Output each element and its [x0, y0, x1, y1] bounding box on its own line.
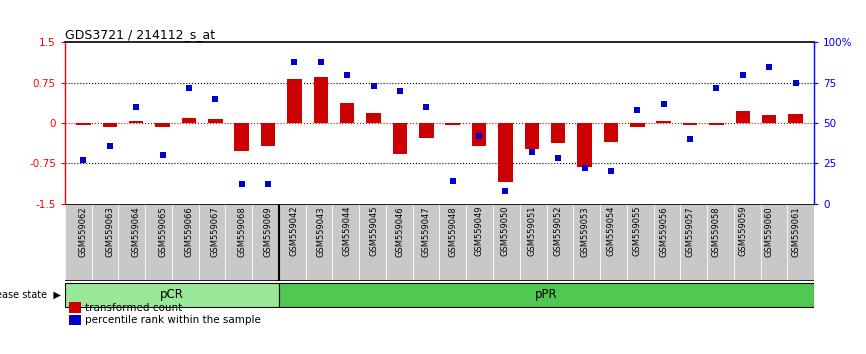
Bar — [419, 123, 434, 138]
Text: GSM559053: GSM559053 — [580, 206, 589, 257]
Point — [604, 169, 617, 174]
Text: GSM559065: GSM559065 — [158, 206, 167, 257]
Point — [129, 104, 143, 110]
Text: GSM559066: GSM559066 — [184, 206, 193, 257]
Text: GSM559057: GSM559057 — [686, 206, 695, 257]
Point — [182, 85, 196, 90]
Text: GSM559046: GSM559046 — [396, 206, 404, 257]
Point — [313, 59, 327, 65]
Point — [762, 64, 776, 69]
Bar — [788, 114, 803, 123]
Text: GSM559055: GSM559055 — [633, 206, 642, 256]
Bar — [279, 283, 814, 307]
Point — [789, 80, 803, 86]
Text: GSM559047: GSM559047 — [422, 206, 430, 257]
Text: GSM559049: GSM559049 — [475, 206, 483, 256]
Text: GSM559044: GSM559044 — [343, 206, 352, 256]
Bar — [261, 123, 275, 145]
Point — [156, 152, 170, 158]
Bar — [182, 118, 197, 123]
Point — [393, 88, 407, 93]
Bar — [551, 123, 565, 143]
Point — [76, 157, 90, 163]
Bar — [155, 123, 170, 127]
Text: GSM559048: GSM559048 — [449, 206, 457, 257]
Text: GSM559052: GSM559052 — [553, 206, 563, 256]
Bar — [762, 115, 777, 123]
Bar — [604, 123, 618, 142]
Text: GSM559061: GSM559061 — [791, 206, 800, 257]
Bar — [366, 113, 381, 123]
Bar — [65, 283, 279, 307]
Text: GSM559050: GSM559050 — [501, 206, 510, 256]
Bar — [208, 119, 223, 123]
Bar — [313, 77, 328, 123]
Point — [709, 85, 723, 90]
Bar — [525, 123, 539, 149]
Text: GSM559043: GSM559043 — [316, 206, 326, 257]
Bar — [709, 123, 724, 125]
Text: GSM559067: GSM559067 — [210, 206, 220, 257]
Point — [656, 101, 670, 107]
Bar — [235, 123, 249, 151]
Point — [683, 136, 697, 142]
Point — [525, 149, 539, 155]
Point — [235, 181, 249, 187]
Point — [446, 178, 460, 184]
Text: GSM559064: GSM559064 — [132, 206, 140, 257]
Bar — [445, 123, 460, 125]
Bar — [102, 123, 117, 127]
Text: transformed count: transformed count — [85, 303, 182, 313]
Point — [262, 181, 275, 187]
Bar — [498, 123, 513, 182]
Point — [578, 165, 591, 171]
Text: GSM559062: GSM559062 — [79, 206, 88, 257]
Text: GSM559059: GSM559059 — [739, 206, 747, 256]
Text: percentile rank within the sample: percentile rank within the sample — [85, 315, 261, 325]
Bar — [472, 123, 487, 145]
Bar — [735, 111, 750, 123]
Text: pCR: pCR — [160, 288, 184, 301]
Text: GSM559042: GSM559042 — [290, 206, 299, 256]
Bar — [340, 103, 354, 123]
Point — [499, 188, 513, 194]
Text: GSM559051: GSM559051 — [527, 206, 536, 256]
Text: GSM559054: GSM559054 — [606, 206, 616, 256]
Text: GSM559058: GSM559058 — [712, 206, 721, 257]
Point — [552, 156, 565, 161]
Text: GDS3721 / 214112_s_at: GDS3721 / 214112_s_at — [65, 28, 215, 41]
Text: GSM559069: GSM559069 — [263, 206, 273, 257]
Bar — [76, 123, 91, 125]
Point — [209, 96, 223, 102]
Bar — [129, 121, 144, 123]
Point — [630, 107, 644, 113]
Bar — [578, 123, 591, 167]
Text: GSM559068: GSM559068 — [237, 206, 246, 257]
Text: disease state  ▶: disease state ▶ — [0, 290, 61, 300]
Bar — [630, 123, 644, 127]
Bar — [392, 123, 407, 154]
Bar — [656, 121, 671, 123]
Text: GSM559045: GSM559045 — [369, 206, 378, 256]
Bar — [682, 123, 697, 125]
Text: GSM559060: GSM559060 — [765, 206, 773, 257]
Text: GSM559056: GSM559056 — [659, 206, 669, 257]
Text: pPR: pPR — [535, 288, 558, 301]
Text: GSM559063: GSM559063 — [106, 206, 114, 257]
Point — [419, 104, 433, 110]
Point — [288, 59, 301, 65]
Point — [340, 72, 354, 78]
Bar — [288, 79, 301, 123]
Point — [366, 83, 380, 89]
Point — [472, 133, 486, 139]
Point — [103, 143, 117, 148]
Point — [736, 72, 750, 78]
